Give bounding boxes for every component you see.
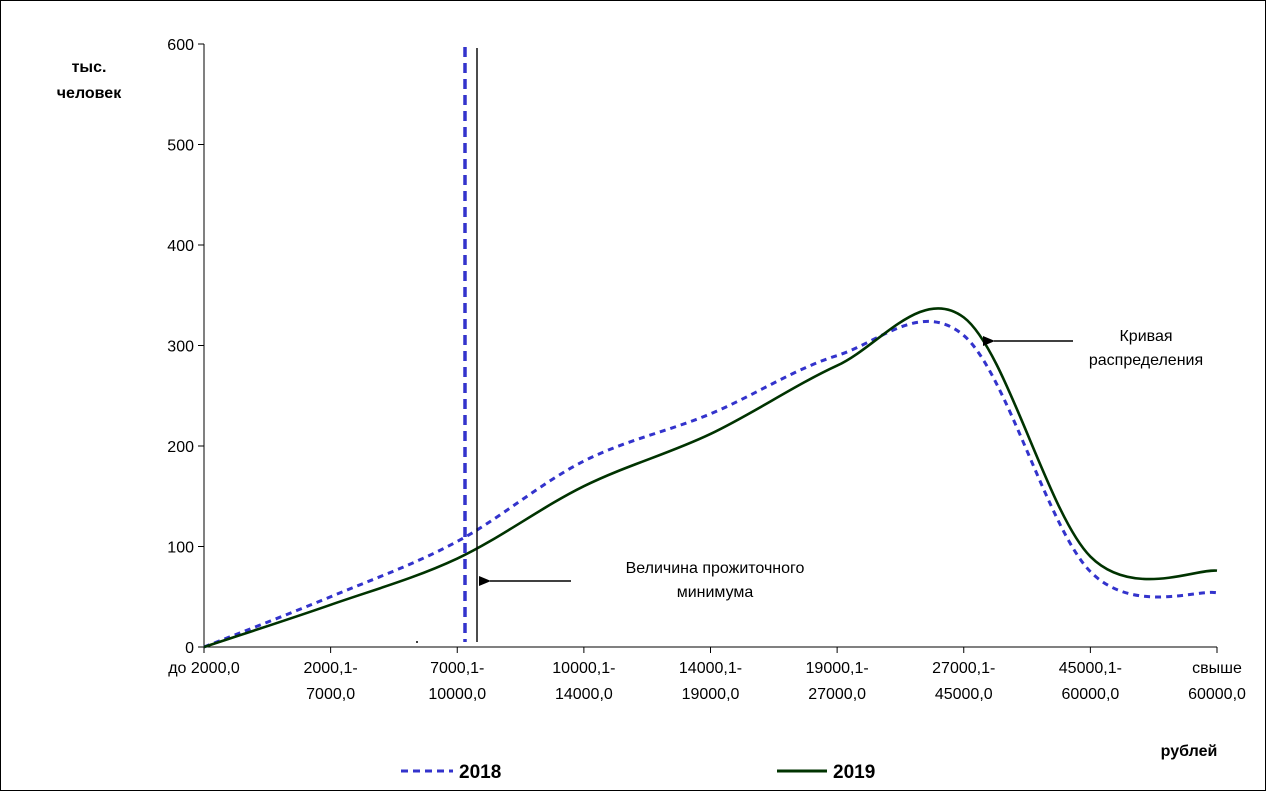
min-living-annotation: Величина прожиточного (626, 560, 805, 577)
x-tick-label: 45000,0 (935, 686, 993, 703)
x-tick-label: 60000,0 (1188, 686, 1246, 703)
curve-annotation: Кривая (1119, 328, 1172, 345)
x-tick-label: 27000,0 (808, 686, 866, 703)
x-tick-label: до 2000,0 (168, 660, 240, 677)
y-tick-label: 300 (167, 339, 194, 356)
curve-annotation: распределения (1089, 352, 1203, 369)
x-tick-label: свыше (1192, 660, 1242, 677)
x-tick-label: 14000,0 (555, 686, 613, 703)
y-axis-label: тыс. (72, 59, 107, 76)
stray-mark (416, 641, 418, 643)
legend-label-2018: 2018 (459, 762, 501, 783)
x-axis-label: рублей (1161, 743, 1218, 760)
x-tick-label: 14000,1- (679, 660, 742, 677)
y-tick-label: 400 (167, 238, 194, 255)
x-tick-label: 45000,1- (1059, 660, 1122, 677)
series-line-2018 (203, 319, 1218, 649)
y-tick-label: 0 (185, 640, 194, 657)
y-tick-label: 500 (167, 138, 194, 155)
series-line-2019 (203, 307, 1218, 649)
y-tick-label: 600 (167, 37, 194, 54)
x-tick-label: 2000,1- (303, 660, 357, 677)
x-tick-label: 19000,0 (682, 686, 740, 703)
x-tick-label: 7000,1- (430, 660, 484, 677)
y-tick-label: 100 (167, 540, 194, 557)
x-tick-label: 19000,1- (806, 660, 869, 677)
legend-label-2019: 2019 (833, 762, 875, 783)
x-tick-label: 7000,0 (306, 686, 355, 703)
y-tick-label: 200 (167, 439, 194, 456)
min-living-annotation: минимума (677, 584, 754, 601)
x-tick-label: 10000,0 (428, 686, 486, 703)
y-axis-label: человек (57, 85, 122, 102)
x-tick-label: 60000,0 (1061, 686, 1119, 703)
x-tick-label: 27000,1- (932, 660, 995, 677)
x-tick-label: 10000,1- (552, 660, 615, 677)
